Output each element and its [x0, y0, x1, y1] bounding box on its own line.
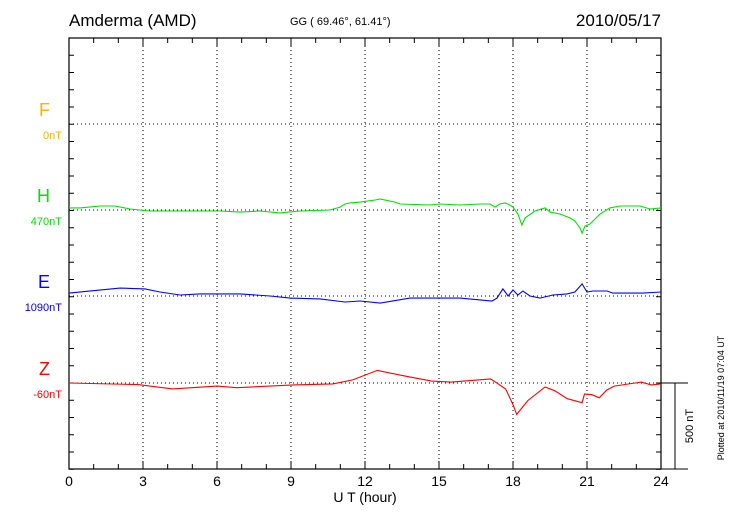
- plotted-at-label: Plotted at 2010/11/19 07:04 UT: [716, 335, 726, 460]
- x-tick-label: 18: [505, 473, 521, 489]
- baseline-value-z: -60nT: [33, 389, 62, 401]
- x-tick-label: 21: [579, 473, 595, 489]
- component-label-h: H: [37, 186, 50, 206]
- x-tick-label: 12: [357, 473, 373, 489]
- trace-z: [68, 369, 662, 416]
- scale-label: 500 nT: [684, 409, 696, 444]
- baseline-value-h: 470nT: [30, 216, 62, 228]
- x-tick-label: 9: [287, 473, 295, 489]
- trace-h: [69, 198, 662, 235]
- baseline-value-f: 0nT: [43, 130, 62, 142]
- station-title: Amderma (AMD): [69, 11, 197, 30]
- plot-date: 2010/05/17: [575, 11, 661, 30]
- component-label-z: Z: [39, 359, 50, 379]
- trace-e: [68, 282, 662, 304]
- x-tick-label: 24: [653, 473, 669, 489]
- plot-frame: [68, 37, 662, 470]
- baseline-value-e: 1090nT: [24, 302, 62, 314]
- component-label-f: F: [39, 100, 50, 120]
- x-tick-label: 3: [139, 473, 147, 489]
- x-axis-label: U T (hour): [333, 489, 396, 505]
- x-tick-label: 15: [431, 473, 447, 489]
- x-tick-label: 0: [65, 473, 73, 489]
- x-tick-label: 6: [213, 473, 221, 489]
- component-label-e: E: [37, 272, 50, 292]
- geographic-coordinates: GG ( 69.46°, 61.41°): [290, 16, 391, 28]
